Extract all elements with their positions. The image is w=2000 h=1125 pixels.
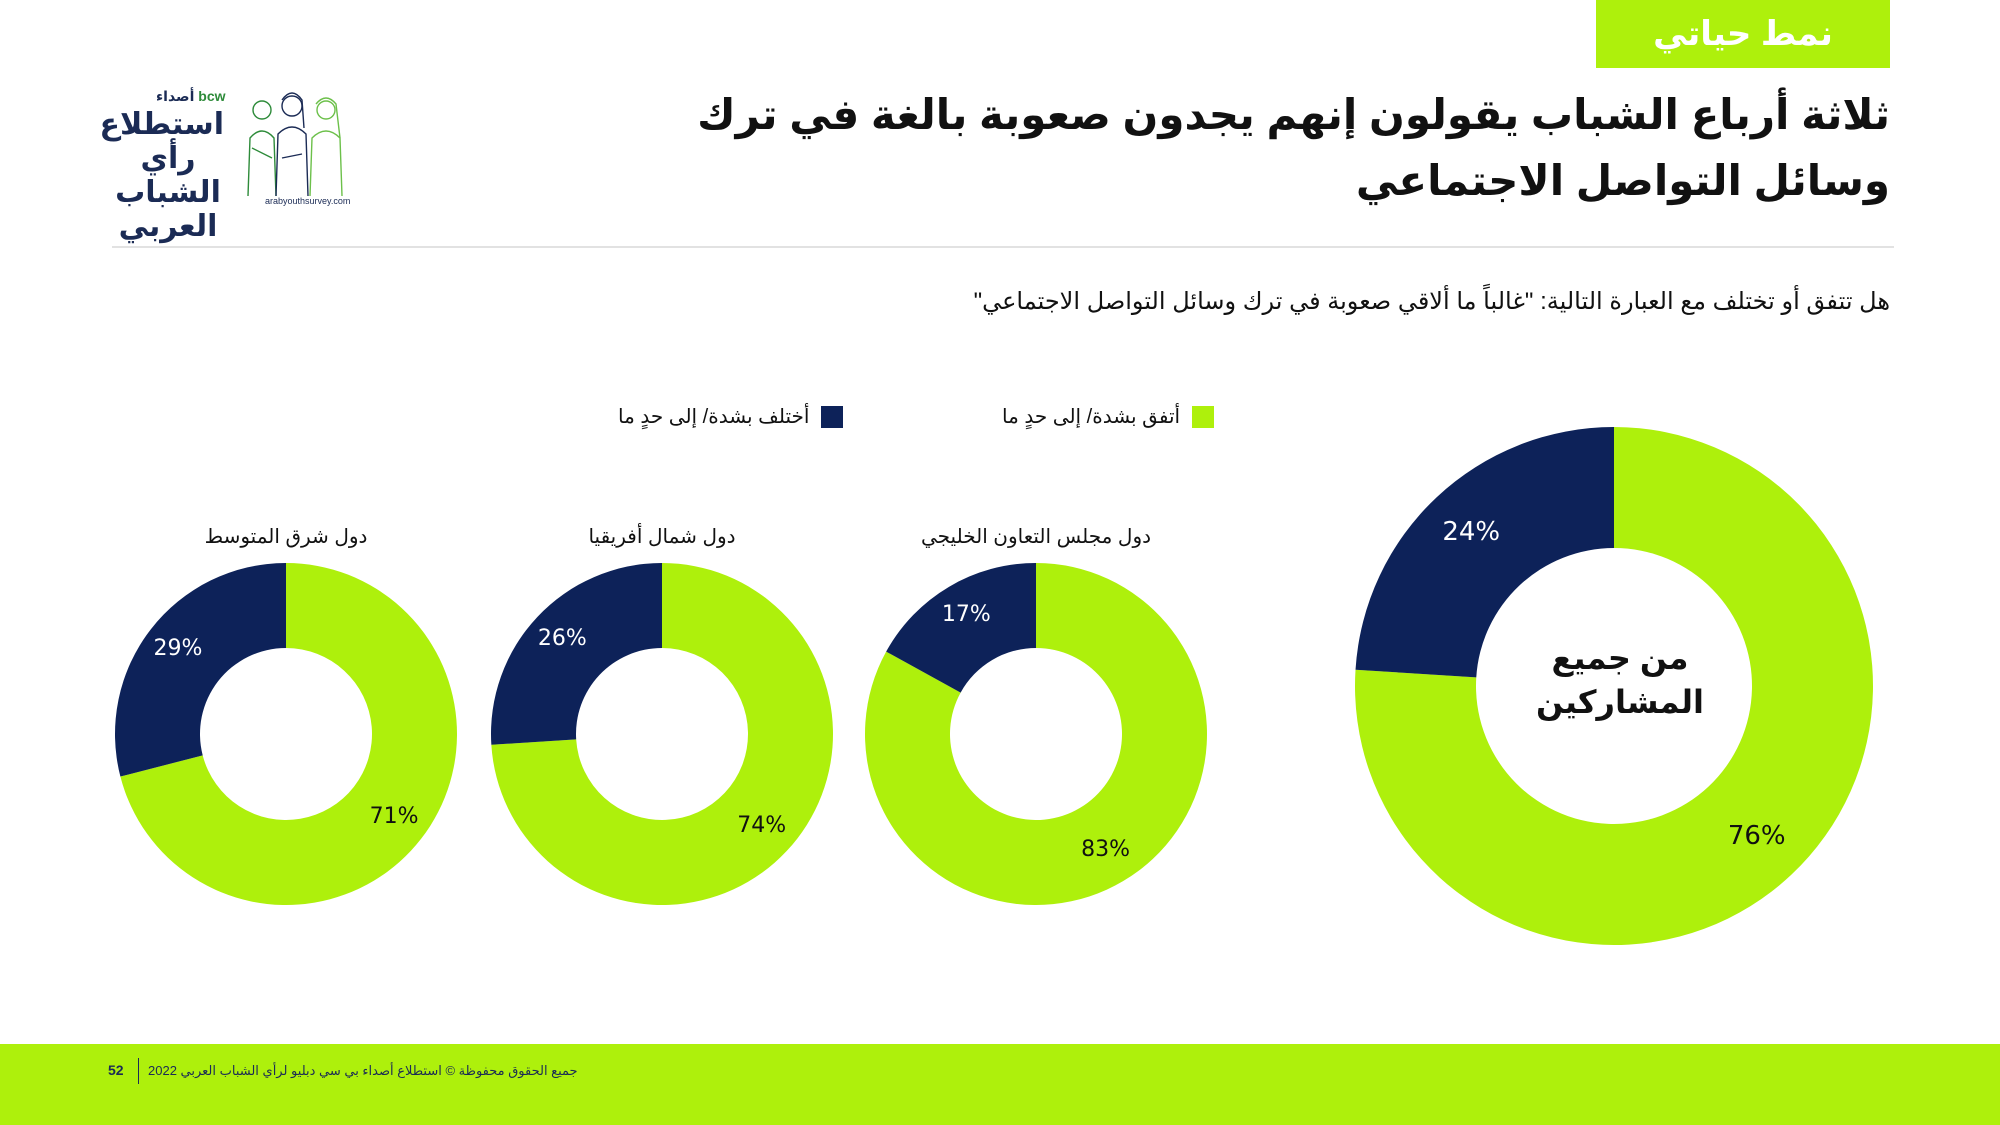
donut-label-north-africa-agree: 74%: [737, 813, 787, 839]
survey-logo: bcw أصداء استطلاع رأي الشباب العربي arab…: [99, 84, 362, 243]
page-title: ثلاثة أرباع الشباب يقولون إنهم يجدون صعو…: [697, 91, 1890, 204]
donut-label-levant-disagree: 29%: [153, 635, 203, 661]
logo-url: arabyouthsurvey.com: [265, 196, 351, 206]
chart-title-north-africa: دول شمال أفريقيا: [588, 526, 736, 548]
footer-copyright: جميع الحقوق محفوظة © استطلاع أصداء بي سي…: [148, 1063, 578, 1078]
legend-swatch-agree: [1192, 405, 1215, 428]
donut-label-all-respondents-disagree: 24%: [1442, 517, 1501, 548]
donut-slice-north-africa-agree: [491, 563, 833, 905]
donut-slice-north-africa-disagree: [491, 563, 662, 745]
title-divider: [112, 246, 1894, 248]
logo-brand-text: استطلاع رأي الشباب العربي: [99, 108, 224, 243]
page-number: 52: [108, 1062, 124, 1078]
legend-label-disagree: أختلف بشدة/ إلى حدٍ ما: [618, 406, 810, 428]
donut-slice-levant-agree: [120, 563, 457, 906]
donut-label-north-africa-disagree: 26%: [537, 626, 587, 652]
legend-item-disagree: أختلف بشدة/ إلى حدٍ ما: [618, 404, 844, 429]
donut-label-gcc-agree: 83%: [1081, 837, 1131, 863]
legend-swatch-disagree: [821, 405, 844, 428]
donut-slice-levant-disagree: [115, 563, 287, 777]
donut-slice-gcc-disagree: [886, 563, 1036, 693]
survey-question: هل تتفق أو تختلف مع العبارة التالية: "غا…: [973, 288, 1890, 315]
donut-label-levant-agree: 71%: [369, 803, 419, 829]
donut-slice-all-respondents-disagree: [1355, 427, 1614, 678]
footer-bar: 52 جميع الحقوق محفوظة © استطلاع أصداء بي…: [0, 1044, 2000, 1125]
legend-item-agree: أتفق بشدة/ إلى حدٍ ما: [1002, 404, 1215, 429]
legend-label-agree: أتفق بشدة/ إلى حدٍ ما: [1002, 406, 1181, 428]
donut-slice-all-respondents-agree: [1354, 427, 1873, 945]
donut-slice-gcc-agree: [865, 563, 1207, 905]
section-tag: نمط حياتي: [1596, 0, 1890, 68]
chart-title-levant: دول شرق المتوسط: [204, 526, 368, 548]
chart-title-all-respondents: من جميع المشاركين: [1536, 640, 1704, 720]
chart-title-gcc: دول مجلس التعاون الخليجي: [920, 526, 1152, 548]
logo-brand-top: bcw أصداء: [156, 88, 226, 104]
donut-label-all-respondents-agree: 76%: [1727, 821, 1786, 852]
donut-label-gcc-disagree: 17%: [941, 601, 991, 627]
footer-separator: [138, 1058, 139, 1084]
logo-figures-illustration: [247, 92, 343, 197]
